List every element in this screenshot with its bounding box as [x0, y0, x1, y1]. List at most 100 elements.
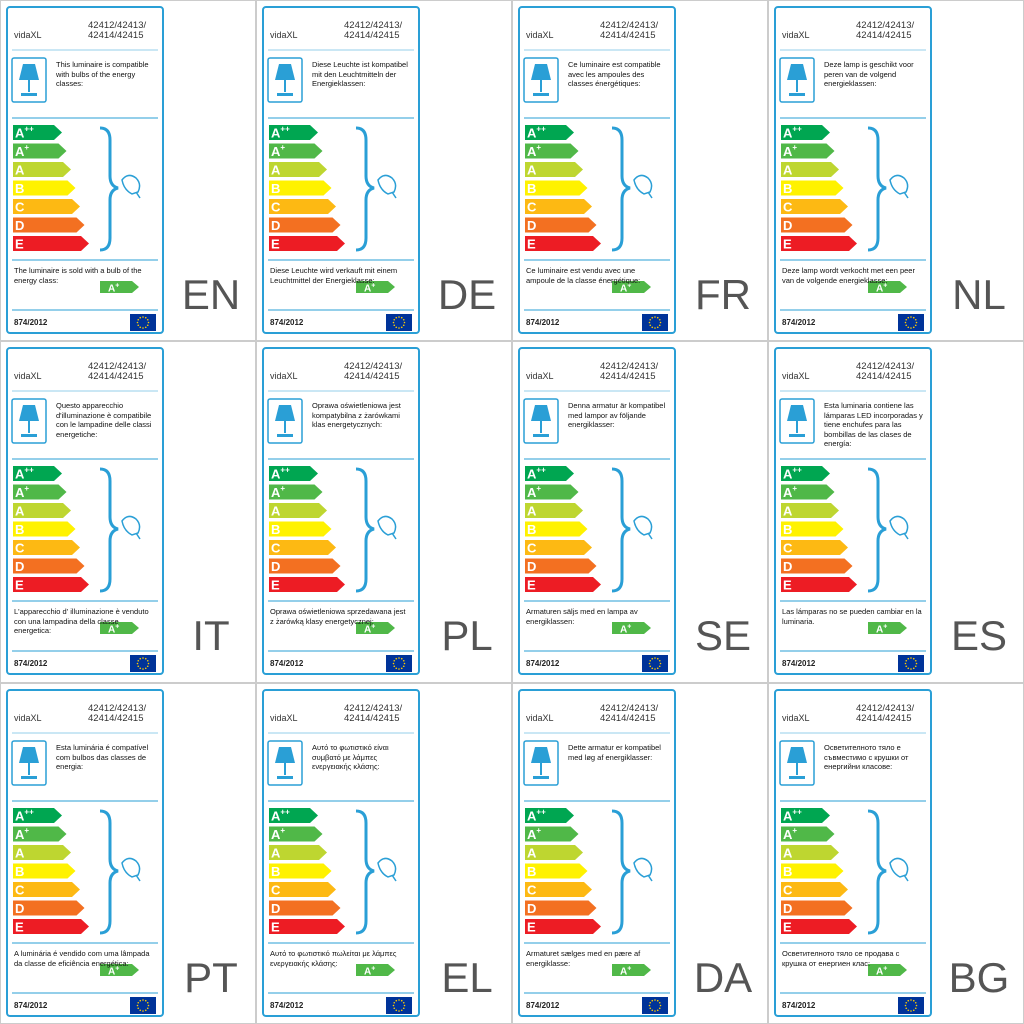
class-superscript: ++	[280, 466, 290, 475]
panel: vidaXL 42412/42413/42414/42415 A++ A+ A B C D E A…	[256, 0, 512, 341]
brace	[867, 467, 887, 593]
rating-letter: A	[364, 967, 371, 978]
energy-class-arrow	[781, 882, 848, 897]
panel: vidaXL 42412/42413/42414/42415 A++ A+ A B C D E A…	[512, 341, 768, 683]
sold-text: Deze lamp wordt verkocht met een peer va…	[782, 266, 915, 285]
lamp-icon-frame	[11, 740, 47, 786]
energy-label: vidaXL 42412/42413/42414/42415 A++ A+ A B C D E A…	[262, 689, 420, 1017]
eu-star	[651, 657, 654, 660]
eu-star	[914, 665, 917, 668]
energy-class-arrow	[781, 540, 848, 555]
energy-class-label: B	[15, 181, 24, 196]
energy-class-arrow	[781, 466, 830, 481]
bulb-icon	[889, 174, 909, 199]
eu-star	[910, 1010, 912, 1012]
rating-letter: A	[876, 284, 883, 295]
eu-star	[910, 316, 912, 318]
eu-star	[907, 657, 910, 660]
rating-letter: A	[108, 625, 115, 636]
eu-star	[147, 662, 150, 665]
class-letter: B	[527, 522, 536, 537]
eu-star	[914, 1007, 917, 1010]
language-code: EN	[181, 271, 241, 318]
energy-class-arrow	[269, 900, 341, 916]
compatible-text: Deze lamp is geschikt voor peren van de …	[824, 60, 914, 88]
class-superscript: ++	[792, 808, 802, 817]
energy-class-arrow	[13, 558, 85, 574]
regulation: 874/2012	[14, 659, 48, 668]
panel: vidaXL 42412/42413/42414/42415 A++ A+ A B C D E A…	[0, 0, 256, 341]
energy-class-arrow	[269, 484, 323, 500]
compatible-text: Ce luminaire est compatible avec les amp…	[568, 60, 661, 88]
eu-star	[400, 326, 403, 329]
energy-class-arrow	[269, 236, 345, 251]
class-letter: A	[15, 827, 25, 842]
eu-star	[139, 667, 142, 670]
class-superscript: +	[24, 826, 29, 835]
energy-class-label: A	[527, 846, 537, 861]
class-letter: A	[783, 827, 793, 842]
energy-label: vidaXL 42412/42413/42414/42415 A++ A+ A B C D E A…	[6, 6, 164, 334]
rating-superscript: +	[627, 624, 631, 631]
rating-letter: A	[620, 967, 627, 978]
lamp-icon-frame	[523, 57, 559, 103]
class-letter: C	[783, 541, 793, 556]
brace	[867, 809, 887, 935]
class-letter: A	[527, 467, 537, 482]
eu-star	[400, 999, 403, 1002]
class-letter: E	[15, 237, 24, 252]
eu-star	[136, 321, 139, 324]
energy-class-arrow	[269, 180, 332, 196]
eu-star	[651, 999, 654, 1002]
energy-class-arrow	[13, 919, 89, 934]
energy-class-label: A	[527, 163, 537, 178]
eu-star	[656, 657, 659, 660]
rating-arrow	[356, 281, 395, 293]
class-letter: E	[783, 920, 792, 935]
energy-class-arrow	[269, 162, 327, 177]
panel: vidaXL 42412/42413/42414/42415 A++ A+ A B C D E A…	[0, 341, 256, 683]
label-graphics: vidaXL42412/42413/42414/42415A++A+ABCDEA…	[267, 703, 414, 1014]
class-letter: A	[271, 126, 281, 141]
eu-star	[658, 1001, 661, 1004]
language-code: NL	[952, 271, 1006, 318]
label-graphics: vidaXL42412/42413/42414/42415A++A+ABCDEA…	[779, 703, 926, 1014]
energy-class-arrow	[13, 521, 76, 537]
brand: vidaXL	[14, 30, 42, 40]
energy-class-arrow	[13, 540, 80, 555]
bulb-icon	[889, 515, 909, 540]
energy-class-arrow	[781, 143, 835, 159]
eu-star	[402, 1001, 405, 1004]
eu-star	[393, 324, 396, 327]
class-superscript: +	[24, 143, 29, 152]
class-superscript: +	[536, 484, 541, 493]
brace	[355, 467, 375, 593]
rating-letter: A	[364, 284, 371, 295]
class-letter: A	[783, 809, 793, 824]
energy-class-arrow	[781, 845, 839, 860]
energy-class-label: A++	[15, 125, 34, 141]
eu-star	[910, 668, 912, 670]
energy-class-arrow	[781, 125, 830, 140]
class-letter: D	[527, 218, 536, 233]
class-letter: A	[783, 163, 793, 178]
eu-star	[146, 665, 149, 668]
energy-class-arrow	[269, 808, 318, 823]
energy-class-arrow	[269, 466, 318, 481]
energy-class-label: A	[15, 504, 25, 519]
energy-class-arrow	[269, 125, 318, 140]
class-letter: C	[15, 200, 25, 215]
compatible-text: Questo apparecchio d'illuminazione è com…	[56, 401, 152, 439]
rating-label: A+	[108, 283, 119, 295]
model-number: 42414/42415	[344, 713, 399, 724]
model-number: 42412/42413/	[344, 361, 402, 372]
energy-class-arrow	[525, 503, 583, 518]
panel: vidaXL 42412/42413/42414/42415 A++ A+ A B C D E A…	[0, 683, 256, 1024]
eu-star	[912, 316, 915, 319]
energy-class-arrow	[525, 143, 579, 159]
eu-star	[904, 321, 907, 324]
eu-star	[905, 324, 908, 327]
rating-superscript: +	[115, 283, 119, 290]
eu-star	[146, 324, 149, 327]
